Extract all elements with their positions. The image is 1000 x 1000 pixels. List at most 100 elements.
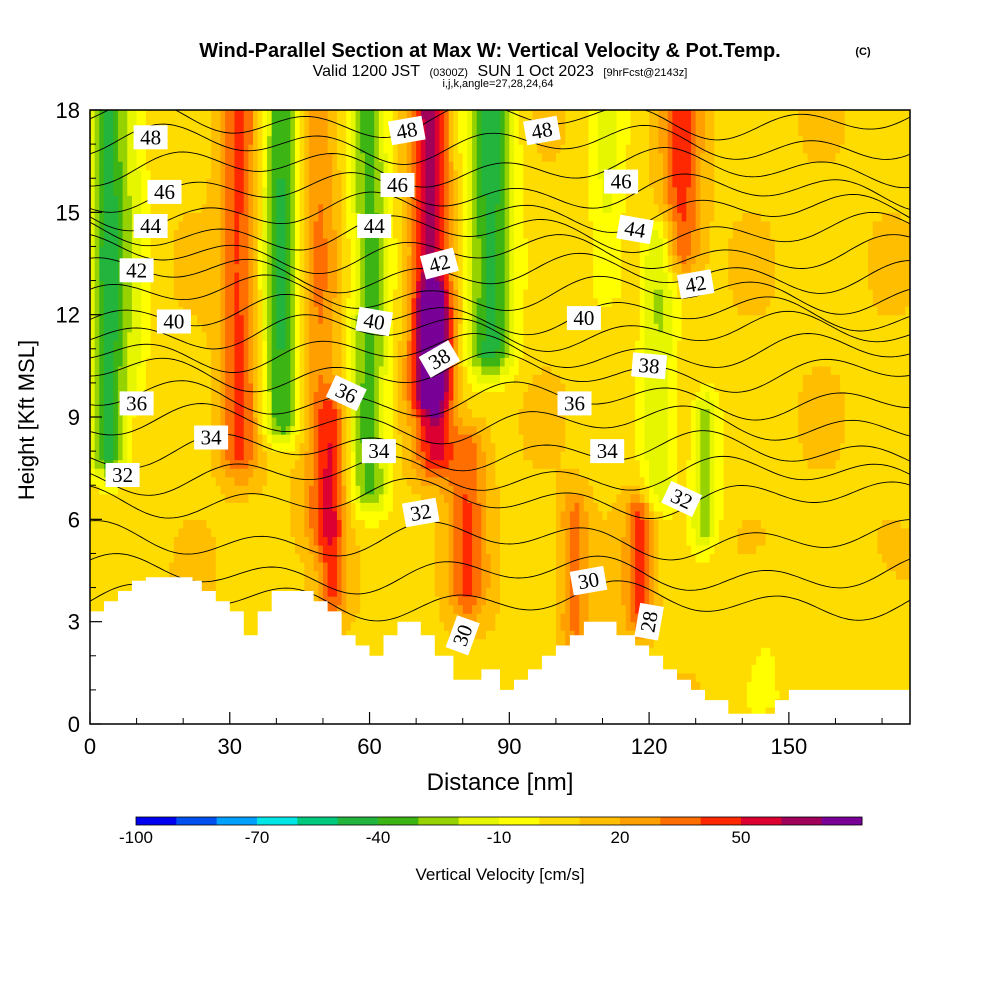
- velocity-cell: [206, 561, 212, 572]
- velocity-cell: [262, 382, 268, 393]
- velocity-cell: [281, 417, 287, 427]
- velocity-cell: [267, 254, 273, 265]
- velocity-cell: [308, 144, 315, 154]
- velocity-cell: [155, 246, 161, 256]
- velocity-cell: [336, 544, 343, 555]
- velocity-cell: [262, 297, 268, 307]
- velocity-cell: [225, 152, 231, 162]
- velocity-cell: [243, 357, 250, 367]
- velocity-cell: [295, 519, 301, 529]
- velocity-cell: [187, 263, 194, 273]
- velocity-cell: [206, 365, 212, 375]
- velocity-cell: [267, 314, 273, 324]
- velocity-cell: [239, 382, 245, 393]
- velocity-cell: [90, 536, 96, 546]
- velocity-cell: [346, 459, 352, 469]
- velocity-cell: [392, 374, 399, 384]
- velocity-cell: [281, 331, 287, 341]
- velocity-cell: [253, 272, 259, 282]
- velocity-cell: [397, 468, 403, 478]
- velocity-cell: [285, 570, 291, 580]
- velocity-cell: [103, 502, 110, 512]
- velocity-cell: [369, 169, 375, 179]
- velocity-cell: [103, 161, 110, 171]
- velocity-cell: [299, 493, 305, 503]
- velocity-cell: [243, 561, 250, 572]
- velocity-cell: [295, 229, 301, 239]
- velocity-cell: [220, 135, 226, 145]
- velocity-cell: [332, 510, 338, 520]
- velocity-cell: [113, 570, 119, 580]
- velocity-cell: [322, 434, 329, 444]
- velocity-cell: [397, 280, 403, 290]
- velocity-cell: [369, 374, 375, 384]
- velocity-cell: [281, 254, 287, 265]
- velocity-cell: [192, 118, 198, 128]
- velocity-cell: [257, 561, 263, 572]
- velocity-cell: [299, 382, 305, 393]
- velocity-cell: [201, 237, 208, 248]
- velocity-cell: [322, 280, 329, 290]
- velocity-cell: [299, 391, 305, 401]
- velocity-cell: [108, 323, 114, 333]
- velocity-cell: [201, 570, 208, 580]
- velocity-cell: [173, 127, 180, 137]
- velocity-cell: [225, 536, 231, 546]
- velocity-cell: [183, 425, 189, 435]
- velocity-cell: [355, 331, 361, 341]
- velocity-cell: [290, 570, 296, 580]
- velocity-cell: [332, 596, 338, 606]
- velocity-cell: [122, 127, 128, 137]
- velocity-cell: [318, 254, 324, 265]
- velocity-cell: [248, 331, 254, 341]
- velocity-cell: [383, 263, 389, 273]
- velocity-cell: [360, 280, 366, 290]
- velocity-cell: [304, 365, 310, 375]
- velocity-cell: [285, 476, 291, 486]
- velocity-cell: [285, 152, 291, 162]
- velocity-cell: [392, 391, 399, 401]
- velocity-cell: [211, 195, 217, 205]
- velocity-cell: [220, 399, 226, 410]
- velocity-cell: [313, 280, 319, 290]
- velocity-cell: [164, 502, 170, 512]
- velocity-cell: [271, 382, 277, 393]
- subtitle-forecast: [9hrFcst@2143z]: [603, 67, 687, 79]
- velocity-cell: [355, 408, 361, 418]
- velocity-cell: [197, 314, 203, 324]
- velocity-cell: [360, 263, 366, 273]
- velocity-cell: [178, 152, 184, 162]
- velocity-cell: [169, 144, 175, 154]
- velocity-cell: [113, 161, 119, 171]
- velocity-cell: [285, 468, 291, 478]
- velocity-cell: [169, 340, 175, 350]
- velocity-cell: [369, 237, 375, 248]
- velocity-cell: [402, 417, 408, 427]
- velocity-cell: [360, 570, 366, 580]
- velocity-cell: [271, 331, 277, 341]
- velocity-cell: [122, 297, 128, 307]
- velocity-cell: [225, 459, 231, 469]
- velocity-cell: [183, 331, 189, 341]
- velocity-cell: [336, 417, 343, 427]
- velocity-cell: [327, 186, 333, 196]
- velocity-cell: [103, 331, 110, 341]
- velocity-cell: [234, 306, 240, 316]
- velocity-cell: [369, 647, 375, 657]
- velocity-cell: [94, 229, 100, 239]
- velocity-cell: [341, 468, 347, 478]
- velocity-cell: [136, 451, 142, 461]
- velocity-cell: [341, 527, 347, 537]
- velocity-cell: [322, 161, 329, 171]
- velocity-cell: [336, 587, 343, 597]
- velocity-cell: [341, 272, 347, 282]
- velocity-cell: [327, 306, 333, 316]
- velocity-cell: [197, 169, 203, 179]
- velocity-cell: [253, 254, 259, 265]
- velocity-cell: [374, 186, 380, 196]
- velocity-cell: [271, 536, 277, 546]
- velocity-cell: [304, 408, 310, 418]
- velocity-cell: [197, 348, 203, 358]
- velocity-cell: [281, 186, 287, 196]
- velocity-cell: [285, 502, 291, 512]
